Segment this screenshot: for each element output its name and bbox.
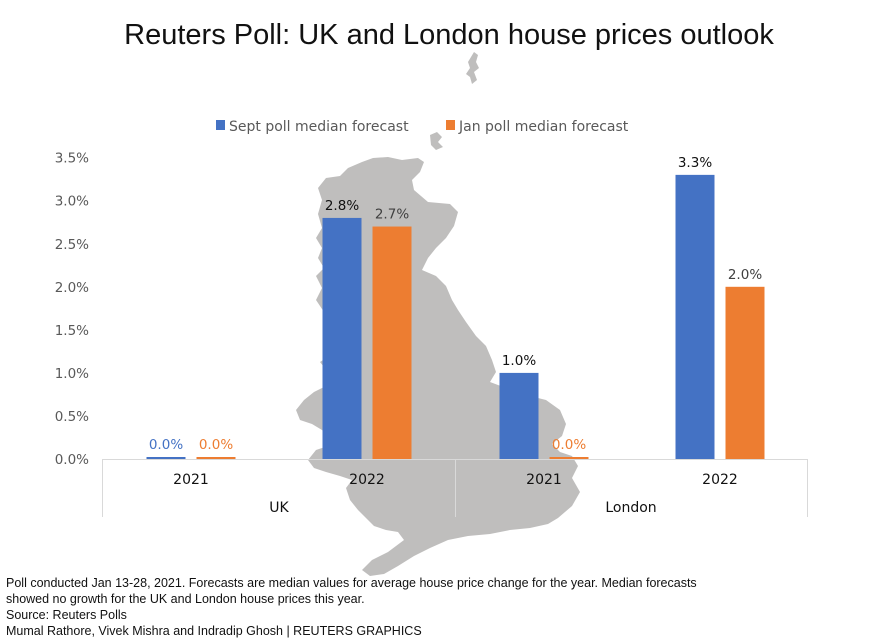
- bar-sept-2: [499, 372, 539, 459]
- data-label-jan-3: 2.0%: [728, 267, 762, 283]
- map-shetland: [466, 52, 479, 84]
- data-label-jan-1: 2.7%: [375, 207, 409, 223]
- data-label-jan-2: 0.0%: [552, 437, 586, 453]
- data-labels: 0.0% 0.0% 2.8% 2.7% 1.0% 0.0% 3.3% 2.0%: [149, 155, 762, 453]
- x-tick-label: 2021: [526, 472, 562, 488]
- data-label-sept-2: 1.0%: [502, 353, 536, 369]
- bar-jan-2: [549, 457, 589, 459]
- chart-title: Reuters Poll: UK and London house prices…: [124, 19, 774, 51]
- x-tick-label: 2022: [349, 472, 385, 488]
- footnote: Poll conducted Jan 13-28, 2021. Forecast…: [6, 575, 886, 639]
- map-orkney: [430, 132, 443, 150]
- legend-swatch-jan: [446, 120, 455, 130]
- data-label-sept-3: 3.3%: [678, 155, 712, 171]
- y-tick-label: 1.0%: [55, 366, 89, 382]
- legend-label-jan: Jan poll median forecast: [458, 119, 629, 135]
- legend-label-sept: Sept poll median forecast: [229, 119, 409, 135]
- data-label-jan-0: 0.0%: [199, 437, 233, 453]
- x-axis-category-labels: 2021 2022 2021 2022 UK London: [173, 472, 738, 516]
- bar-sept-3: [675, 174, 715, 459]
- y-tick-label: 1.5%: [55, 323, 89, 339]
- uk-map-icon: [296, 52, 580, 576]
- legend-swatch-sept: [216, 120, 225, 130]
- y-tick-label: 0.5%: [55, 409, 89, 425]
- footnote-credit: Mumal Rathore, Vivek Mishra and Indradip…: [6, 624, 422, 638]
- footnote-source: Source: Reuters Polls: [6, 608, 127, 622]
- y-tick-label: 2.5%: [55, 237, 89, 253]
- bar-sept-0: [146, 457, 186, 459]
- bar-jan-3: [725, 286, 765, 459]
- bars: [146, 174, 765, 459]
- map-great-britain: [296, 157, 580, 576]
- y-tick-label: 2.0%: [55, 280, 89, 296]
- y-tick-label: 3.0%: [55, 194, 89, 210]
- data-label-sept-1: 2.8%: [325, 198, 359, 214]
- bar-sept-1: [322, 217, 362, 459]
- y-tick-label: 3.5%: [55, 151, 89, 167]
- y-axis: 0.0% 0.5% 1.0% 1.5% 2.0% 2.5% 3.0% 3.5%: [55, 151, 89, 468]
- data-label-sept-0: 0.0%: [149, 437, 183, 453]
- bar-jan-1: [372, 226, 412, 459]
- bar-jan-0: [196, 457, 236, 459]
- x-group-label-uk: UK: [269, 500, 289, 516]
- x-axis: [102, 459, 808, 517]
- footnote-note-line-2: showed no growth for the UK and London h…: [6, 592, 365, 606]
- x-group-label-london: London: [605, 500, 656, 516]
- x-tick-label: 2022: [702, 472, 738, 488]
- y-tick-label: 0.0%: [55, 452, 89, 468]
- x-tick-label: 2021: [173, 472, 209, 488]
- legend: Sept poll median forecast Jan poll media…: [216, 119, 629, 135]
- footnote-note-line-1: Poll conducted Jan 13-28, 2021. Forecast…: [6, 576, 697, 590]
